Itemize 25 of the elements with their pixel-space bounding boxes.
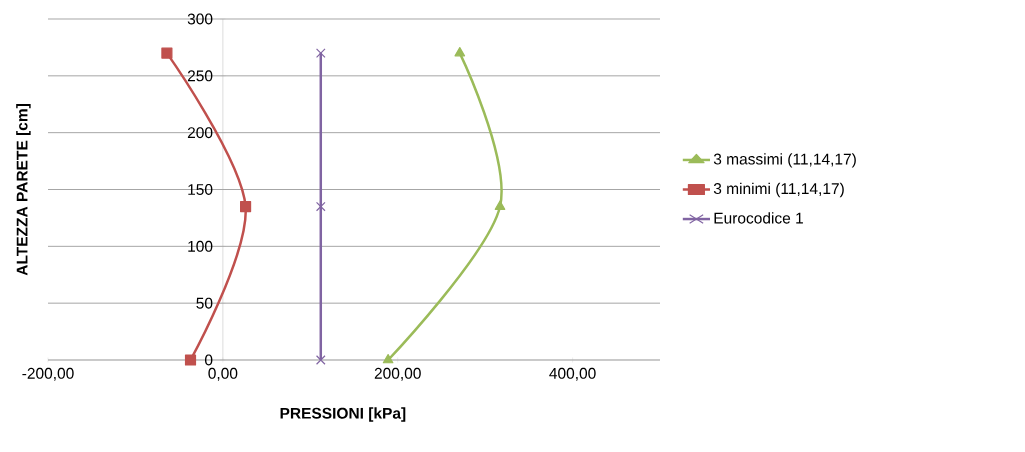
- x-tick-label: 400,00: [549, 367, 596, 381]
- point: [454, 47, 466, 57]
- point: [184, 354, 197, 366]
- legend-label: Eurocodice 1: [714, 212, 803, 224]
- point: [161, 47, 173, 59]
- y-tick-label: 200: [187, 127, 213, 139]
- point: [315, 201, 326, 212]
- y-tick-label: 250: [187, 70, 213, 82]
- x-axis-title: PRESSIONI [kPa]: [280, 407, 406, 422]
- y-axis-title: ALTEZZA PARETE [cm]: [16, 104, 31, 276]
- legend-label: 3 massimi (11,14,17): [713, 153, 856, 168]
- point: [240, 200, 252, 213]
- point: [315, 355, 326, 365]
- y-tick-label: 150: [188, 184, 213, 195]
- x-tick-label: 0,00: [208, 367, 238, 381]
- point: [494, 200, 506, 210]
- legend-label: 3 minimi (11,14,17): [713, 182, 844, 198]
- point: [382, 353, 394, 364]
- y-tick-label: 100: [188, 240, 213, 252]
- y-tick-label: 300: [187, 13, 213, 25]
- x-tick-label: -200,00: [22, 367, 74, 381]
- x-tick-label: 200,00: [374, 367, 421, 381]
- point: [315, 48, 326, 58]
- y-tick-label: 0: [204, 354, 213, 366]
- y-tick-label: 50: [196, 297, 213, 309]
